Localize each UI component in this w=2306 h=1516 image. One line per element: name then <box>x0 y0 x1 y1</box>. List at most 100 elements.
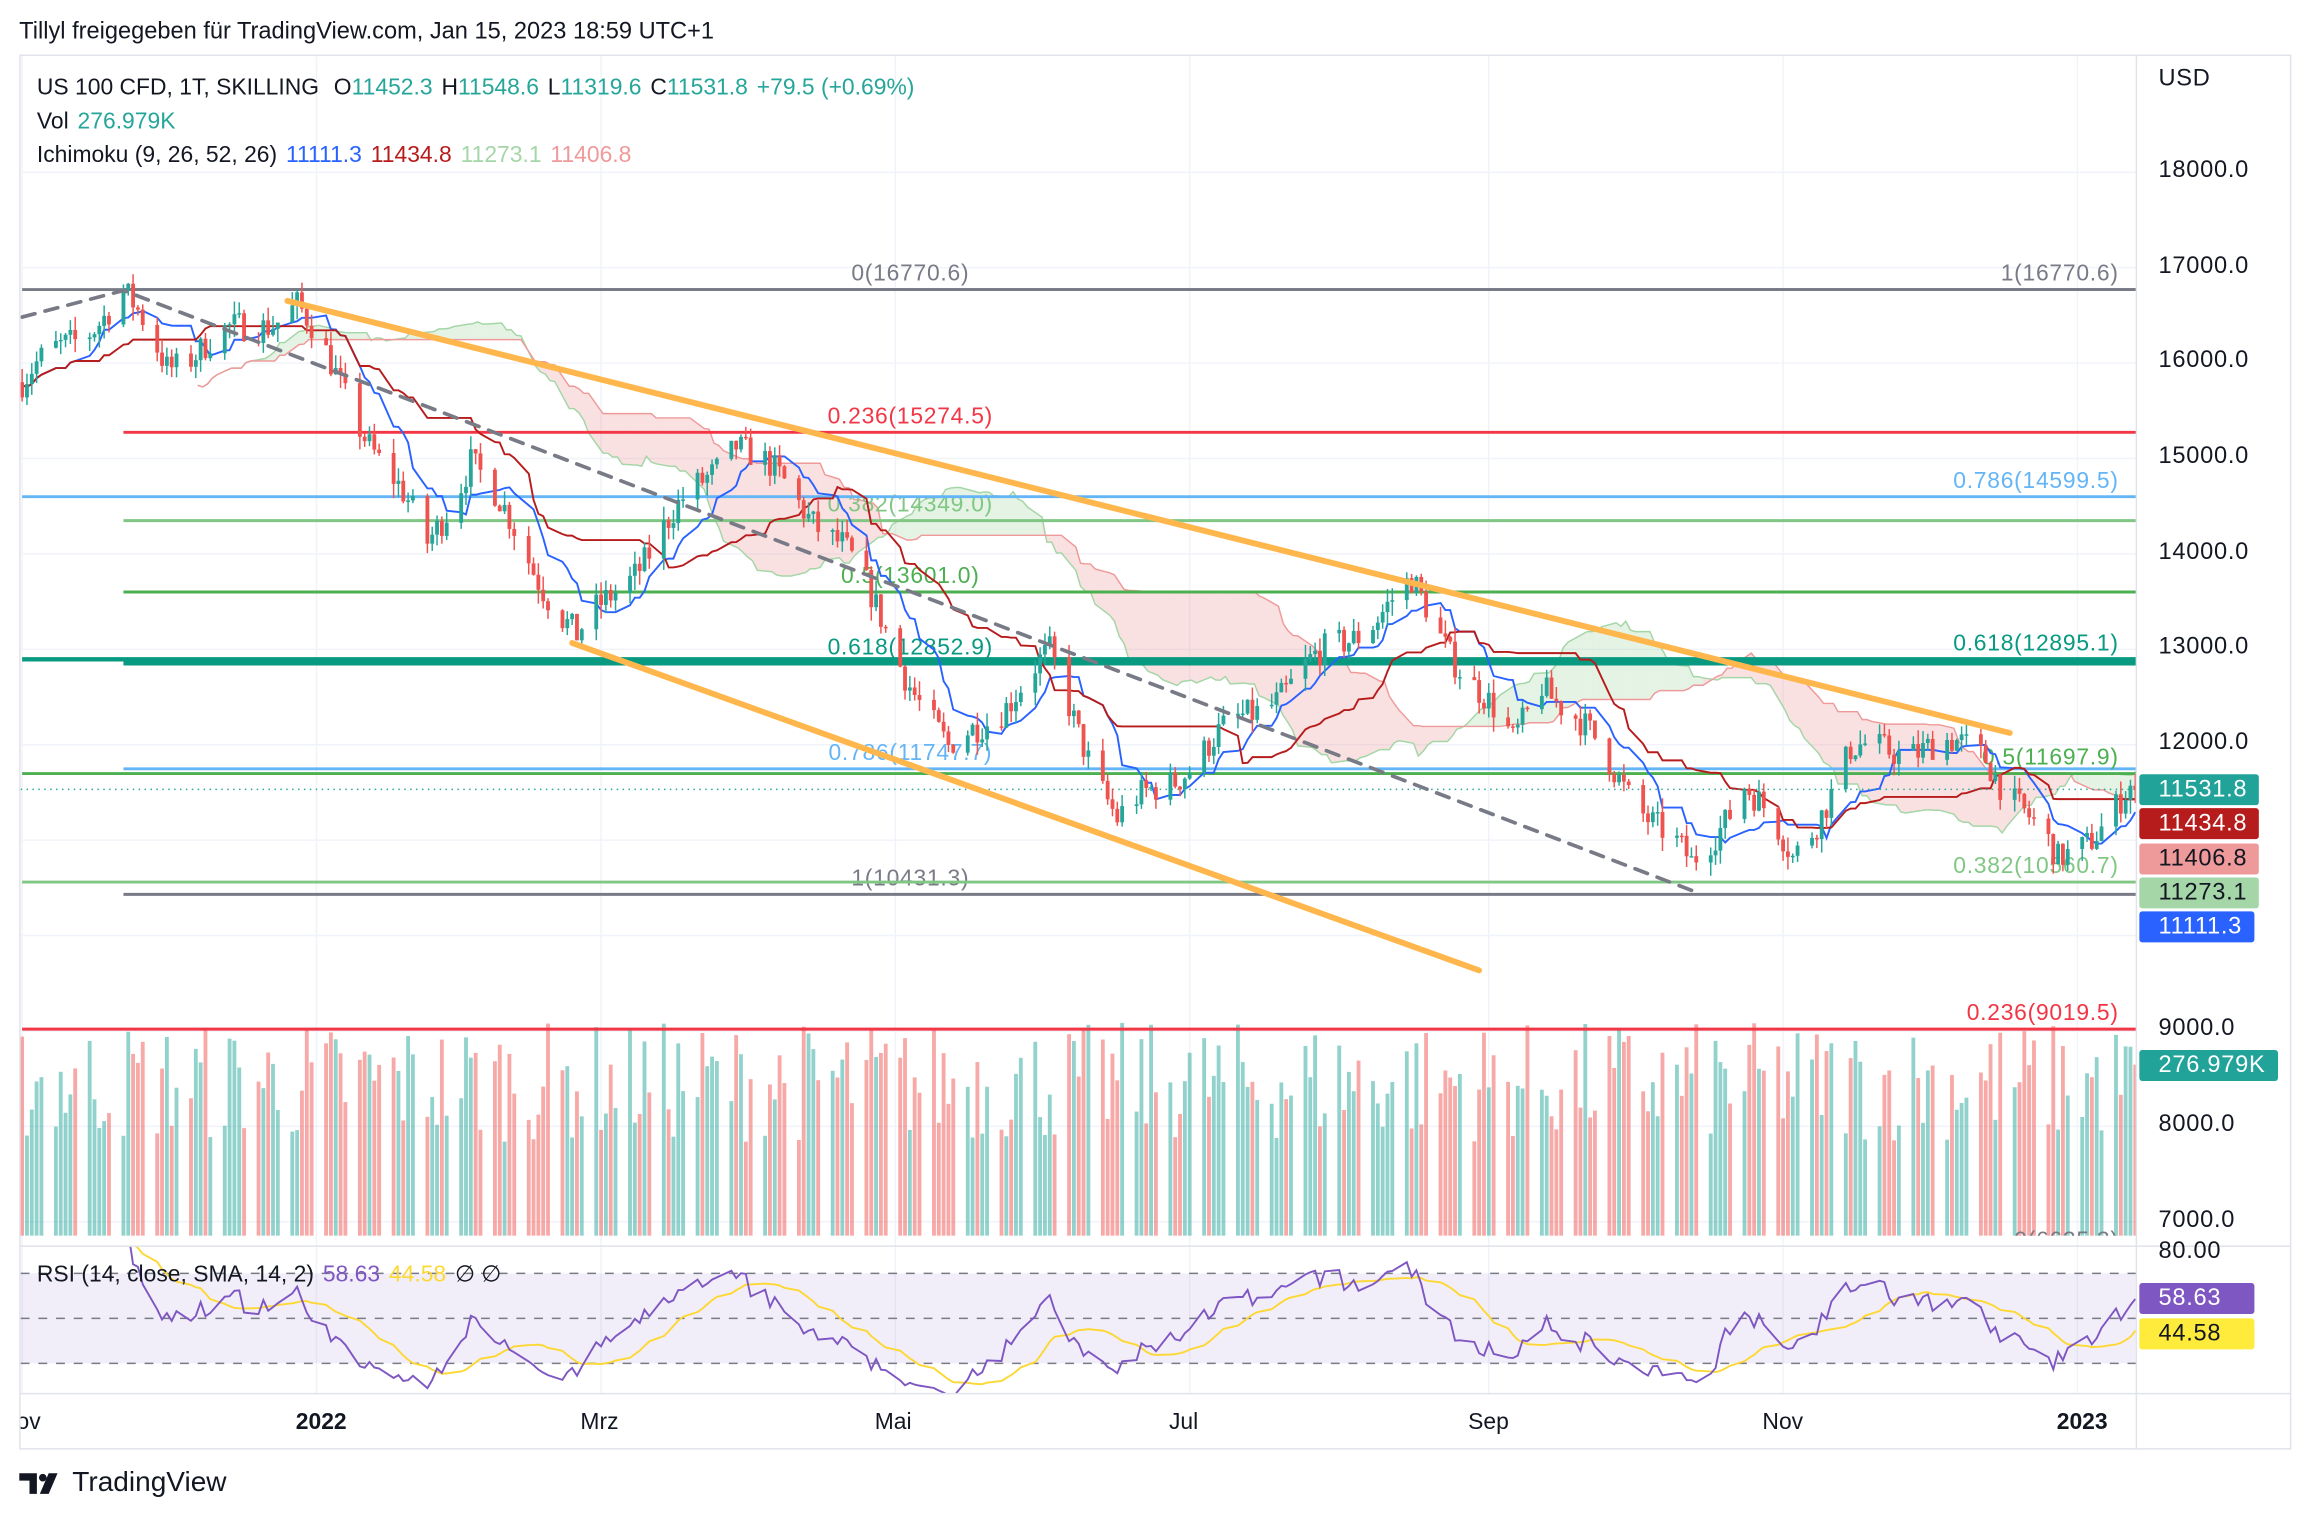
tradingview-logo[interactable]: TradingView <box>19 1467 227 1499</box>
candle-down <box>1776 808 1781 840</box>
candle-down <box>531 563 536 575</box>
volume-bar <box>478 1129 483 1236</box>
candle-down <box>2032 817 2036 819</box>
candle-down <box>2017 788 2022 794</box>
candle-up <box>603 589 608 605</box>
volume-bar <box>1168 1082 1173 1236</box>
candle-down <box>536 574 541 590</box>
cloud-segment <box>960 487 975 536</box>
volume-bar <box>1279 1082 1284 1236</box>
volume-bar <box>1964 1097 1969 1236</box>
candle-up <box>1708 855 1713 863</box>
price-tick: 16000.0 <box>2158 348 2250 374</box>
symbol-legend[interactable]: US 100 CFD, 1T, SKILLING O11452.3 H11548.6… <box>37 75 923 102</box>
candle-up <box>1221 715 1226 725</box>
trend-lines[interactable] <box>20 288 2013 974</box>
fib-level-label: 1(16770.6) <box>2001 260 2119 286</box>
volume-bar <box>2118 1094 2123 1236</box>
candle-down <box>309 325 314 339</box>
candle-up <box>681 499 686 501</box>
volume-bar <box>1371 1081 1375 1236</box>
volume-bar <box>1641 1091 1646 1236</box>
candle-down <box>1573 715 1578 719</box>
candle-down <box>1679 835 1684 838</box>
cloud-segment <box>1355 672 1361 761</box>
ichimoku-legend[interactable]: Ichimoku (9, 26, 52, 26) 11111.3 11434.8 11… <box>37 143 640 170</box>
volume-bar <box>748 1079 753 1236</box>
cloud-segment <box>448 326 454 340</box>
candle-up <box>2094 841 2099 849</box>
cloud-segment <box>921 498 927 536</box>
cloud-segment <box>1428 726 1433 745</box>
fib-level-label: 0(6635.3) <box>2014 1227 2119 1253</box>
volume-label: Vol <box>36 109 69 135</box>
candle-down <box>1284 682 1289 685</box>
cloud-segment <box>453 324 468 340</box>
volume-bar <box>160 1068 164 1236</box>
cloud-segment <box>554 364 570 409</box>
candle-up <box>1925 738 1930 744</box>
candle-down <box>160 352 164 366</box>
volume-bar <box>941 1053 946 1236</box>
volume-bar <box>1752 1023 1757 1236</box>
volume-bar <box>1004 1136 1009 1236</box>
candle-up <box>1404 578 1409 601</box>
volume-legend[interactable]: Vol 276.979K <box>37 109 184 136</box>
candle-up <box>1380 612 1385 623</box>
volume-bar <box>1419 1124 1424 1236</box>
candle-up <box>1390 600 1395 602</box>
volume-bar <box>541 1086 546 1236</box>
volume-bar <box>695 1097 700 1236</box>
candle-up <box>1810 837 1814 846</box>
candle-up <box>271 328 275 335</box>
price-badge: 11406.8 <box>2139 842 2260 874</box>
volume-bar <box>936 1122 941 1236</box>
candle-up <box>1375 622 1380 631</box>
candle-up <box>237 313 242 315</box>
volume-bar <box>546 1023 550 1236</box>
cloud-segment <box>945 488 951 536</box>
candle-down <box>362 436 367 442</box>
upper-channel-line <box>284 297 2013 736</box>
volume-bar <box>232 1040 237 1236</box>
rsi-sma-line <box>134 1246 2137 1386</box>
candle-down <box>845 532 850 538</box>
volume-bar <box>1081 1028 1086 1236</box>
volume-bar <box>628 1028 632 1236</box>
rsi-badge: 58.63 <box>2139 1282 2254 1314</box>
candle-up <box>970 724 975 736</box>
candle-up <box>25 384 29 398</box>
candle-up <box>1351 630 1356 644</box>
candle-down <box>801 500 806 519</box>
volume-bar <box>603 1113 608 1236</box>
volume-bar <box>439 1039 444 1236</box>
volume-bar <box>1453 1086 1457 1236</box>
volume-bar <box>155 1133 160 1236</box>
candle-down <box>1081 724 1086 757</box>
cloud-segment <box>1254 591 1260 696</box>
candle-down <box>2089 832 2094 849</box>
volume-bar <box>599 1129 603 1236</box>
cloud-segment <box>1423 726 1429 752</box>
rsi-legend[interactable]: RSI (14, close, SMA, 14, 2) 58.63 44.58 ∅ ∅ <box>37 1261 510 1289</box>
cloud-segment <box>1447 726 1453 742</box>
cloud-segment <box>1688 666 1694 689</box>
volume-bar <box>1182 1081 1187 1236</box>
volume-bar <box>401 1120 406 1236</box>
currency-label[interactable]: USD <box>2158 66 2211 92</box>
candle-down <box>107 315 111 325</box>
cloud-segment <box>752 461 758 571</box>
candle-down <box>1438 617 1443 634</box>
share-line: Tillyl freigegeben für TradingView.com, … <box>19 19 715 45</box>
volume-bar <box>883 1043 888 1236</box>
volume-bar <box>58 1071 63 1236</box>
candle-down <box>777 455 782 467</box>
candle-down <box>1110 799 1115 809</box>
candle-down <box>941 721 946 732</box>
volume-bar <box>1887 1070 1892 1236</box>
cloud-segment <box>1162 591 1178 686</box>
cloud-segment <box>1495 694 1501 727</box>
volume-bar <box>946 1103 951 1236</box>
volume-bar <box>1747 1044 1752 1236</box>
